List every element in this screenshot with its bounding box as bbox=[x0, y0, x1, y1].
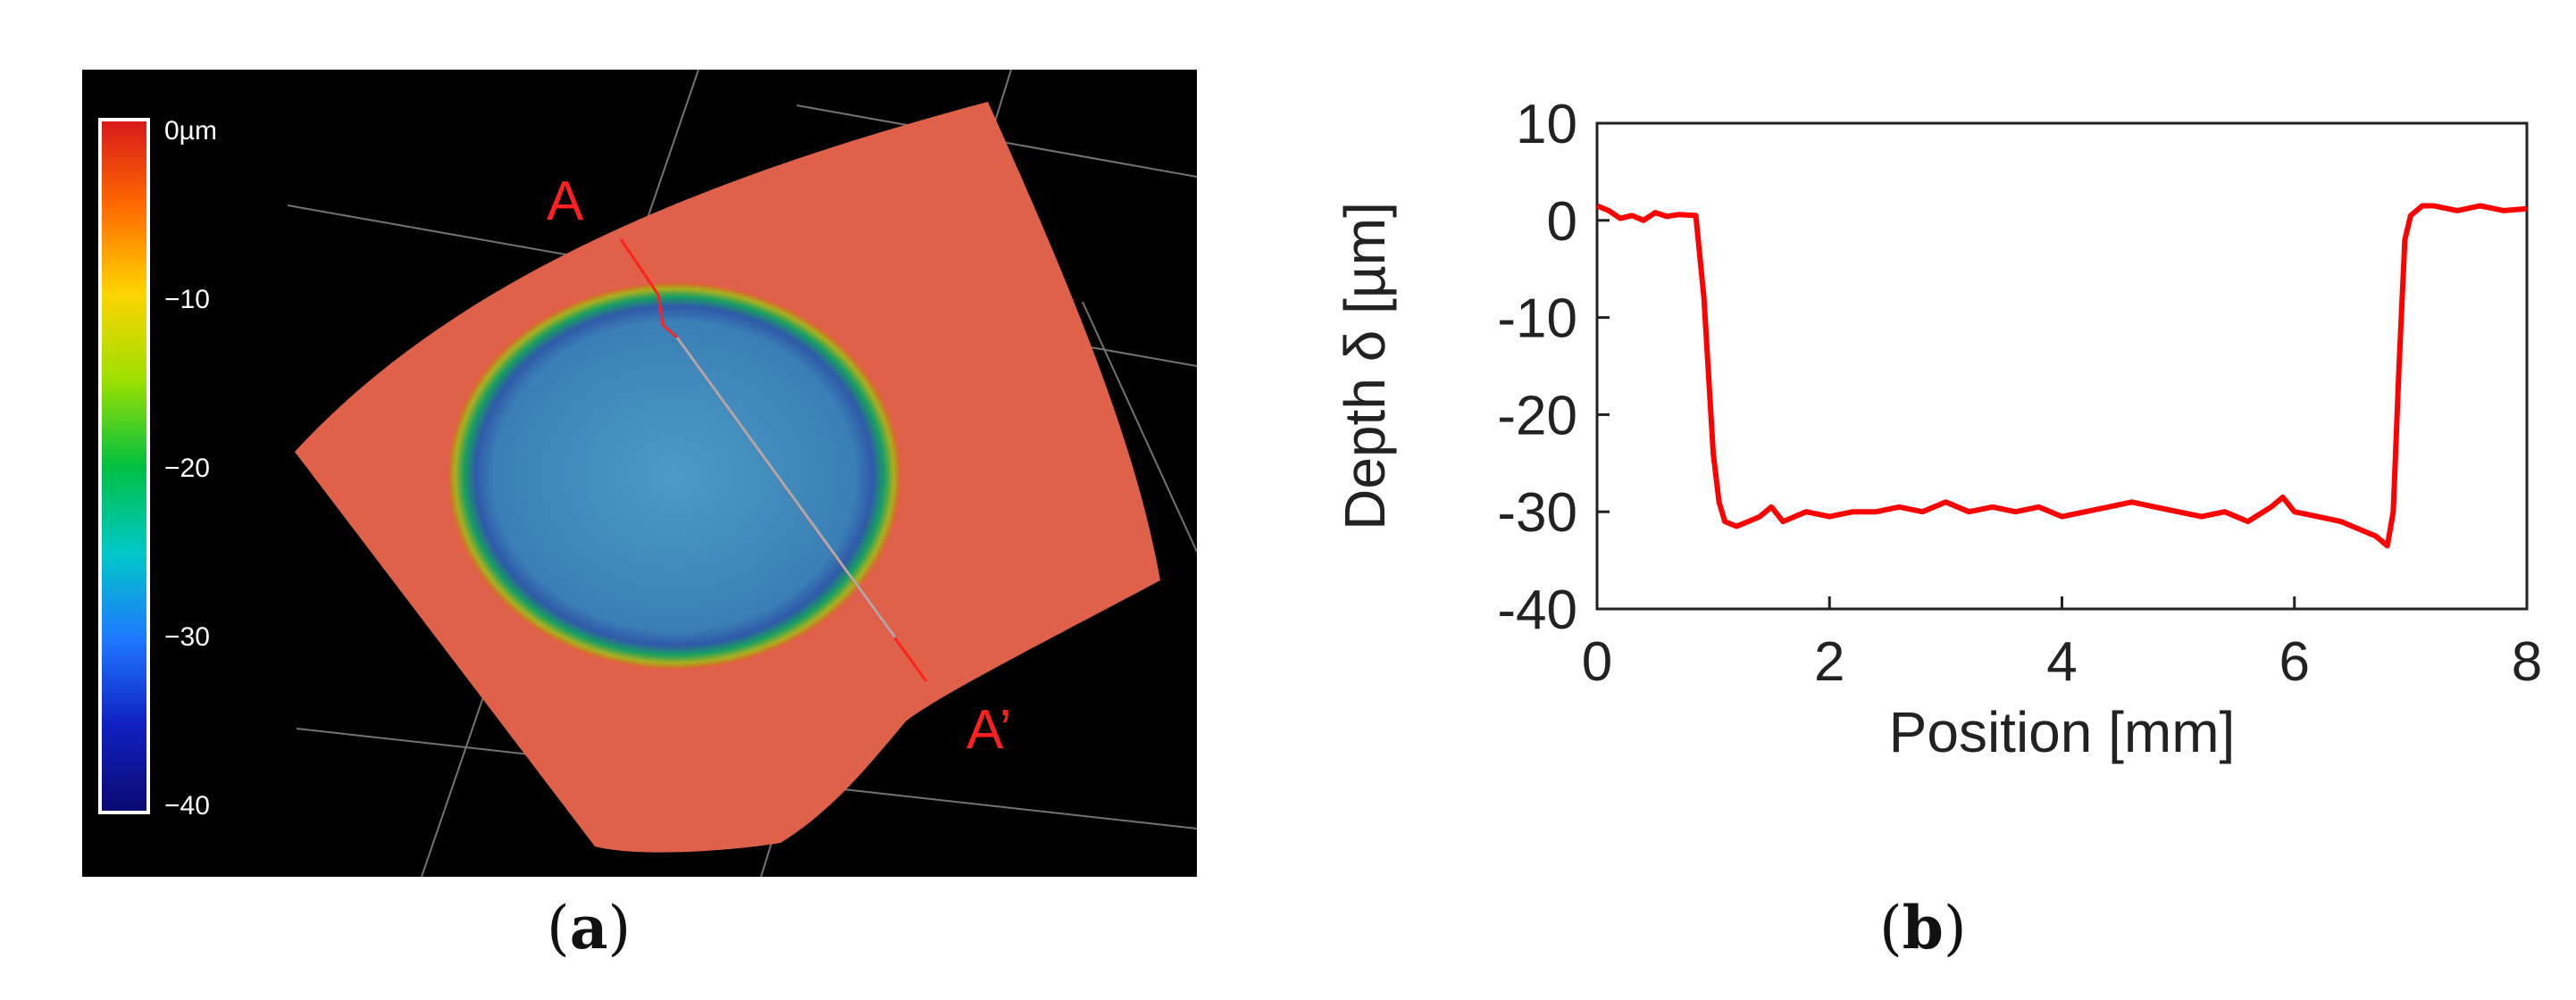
y-tick-label: 0 bbox=[1547, 191, 1577, 253]
y-tick-label: -30 bbox=[1497, 482, 1577, 544]
y-axis-label: Depth δ [µm] bbox=[1333, 202, 1397, 530]
surface-scan-panel: A A’ 0µm −10 −20 −30 −40 bbox=[82, 69, 1198, 878]
colorbar-tick-label: −20 bbox=[164, 454, 210, 483]
chart-tick-labels: 0 2 4 6 8 -40 -30 -20 -10 0 10 bbox=[1497, 94, 2542, 693]
colorbar bbox=[98, 118, 150, 814]
colorbar-tick-label: 0µm bbox=[164, 116, 217, 146]
depth-profile-panel: 0 2 4 6 8 -40 -30 -20 -10 0 10 Position [mm] Depth… bbox=[1286, 89, 2572, 839]
x-axis-label: Position [mm] bbox=[1889, 700, 2236, 764]
caption-a: (a) bbox=[547, 893, 631, 962]
depth-profile-line bbox=[1595, 203, 2528, 549]
caption-b-close: ) bbox=[1943, 894, 1967, 962]
caption-b-letter: b bbox=[1902, 893, 1944, 962]
caption-a-letter: a bbox=[569, 893, 608, 962]
x-tick-label: 8 bbox=[2512, 631, 2542, 693]
colorbar-ticks: 0µm −10 −20 −30 −40 bbox=[164, 116, 217, 821]
colorbar-tick-label: −40 bbox=[164, 791, 210, 821]
section-start-label: A bbox=[547, 171, 584, 232]
colorbar-tick-label: −10 bbox=[164, 285, 210, 314]
depth-profile-chart: 0 2 4 6 8 -40 -30 -20 -10 0 10 Position [mm] Depth… bbox=[1333, 94, 2542, 764]
caption-b-open: ( bbox=[1879, 894, 1903, 962]
chart-series bbox=[1595, 203, 2528, 549]
section-end-label: A’ bbox=[966, 699, 1012, 761]
chart-axes bbox=[1595, 121, 2529, 611]
x-tick-label: 4 bbox=[2046, 631, 2077, 693]
surface-scan-image: A A’ 0µm −10 −20 −30 −40 bbox=[82, 69, 1198, 878]
y-tick-label: -20 bbox=[1497, 385, 1577, 446]
y-tick-label: -10 bbox=[1497, 288, 1577, 350]
y-tick-label: -40 bbox=[1497, 579, 1577, 641]
crater bbox=[448, 283, 900, 669]
caption-a-open: ( bbox=[547, 894, 570, 962]
section-line-crater-part bbox=[675, 337, 897, 638]
caption-b: (b) bbox=[1879, 893, 1967, 962]
caption-a-close: ) bbox=[607, 894, 631, 962]
colorbar-tick-label: −30 bbox=[164, 622, 210, 652]
y-tick-label: 10 bbox=[1516, 94, 1577, 155]
x-tick-label: 6 bbox=[2279, 631, 2310, 693]
x-tick-label: 2 bbox=[1814, 631, 1844, 693]
x-tick-label: 0 bbox=[1582, 631, 1612, 693]
